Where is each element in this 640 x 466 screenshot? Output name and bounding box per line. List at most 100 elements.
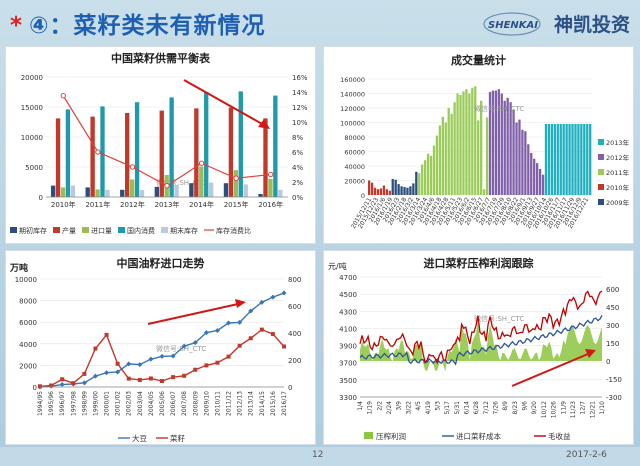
panel-crush-margin: 进口菜籽压榨利润跟踪 元/吨 3300 3500 3700 3900 4100 4300 45… <box>323 250 634 445</box>
x-tick-label: 2005/06 <box>159 391 166 416</box>
legend-swatch <box>10 227 17 233</box>
bar-进口量 <box>199 166 204 197</box>
x-tick-label: 2012年 <box>120 200 145 209</box>
chart-imports: 万吨02000400060008000100000200400600800微信号… <box>9 262 301 443</box>
y-tick-label: 6000 <box>19 319 37 327</box>
legend-swatch <box>82 227 89 233</box>
point-rapeseed <box>182 373 187 378</box>
watermark: 微信号:SH_CTC <box>156 178 206 187</box>
legend-label: 压榨利润 <box>376 431 406 441</box>
trend-arrow <box>147 303 239 325</box>
y2-tick-label: 600 <box>606 286 619 294</box>
bar-volume <box>485 117 489 195</box>
x-tick-label: 9/6 <box>522 401 529 411</box>
point-rapeseed <box>270 332 275 337</box>
legend-label: 2013年 <box>606 138 630 147</box>
bar-volume <box>541 174 545 195</box>
y2-tick-label: 200 <box>288 357 301 365</box>
bar-volume <box>550 123 554 195</box>
bar-期末库存 <box>105 189 110 197</box>
y-tick-label: 80000 <box>344 134 365 142</box>
x-tick-label: 7/26 <box>493 401 500 415</box>
bar-volume <box>438 125 442 195</box>
legend-label: 产量 <box>62 226 76 235</box>
legend-swatch <box>598 139 604 145</box>
bar-国内消费 <box>273 95 278 197</box>
x-tick-label: 2010/11 <box>214 391 221 416</box>
point-soybean <box>248 308 254 314</box>
point-rapeseed <box>237 343 242 348</box>
bar-volume <box>424 160 427 195</box>
line-ratio-point <box>129 164 136 170</box>
point-rapeseed <box>82 371 87 376</box>
bar-产量 <box>125 113 130 197</box>
x-tick-label: 2013/14 <box>248 391 255 416</box>
title-text: ④：菜籽类未有新情况 <box>29 13 266 39</box>
bar-进口量 <box>268 179 273 197</box>
area-profit <box>360 319 602 372</box>
bar-volume <box>388 190 391 195</box>
point-soybean <box>214 327 220 333</box>
point-rapeseed <box>171 375 176 380</box>
point-rapeseed <box>104 332 109 337</box>
bar-期末库存 <box>243 184 248 197</box>
x-tick-label: 12/7 <box>580 401 587 415</box>
line-cost <box>359 315 603 366</box>
x-tick-label: 2013年 <box>155 200 180 209</box>
y-tick-label: 3900 <box>339 343 357 351</box>
bar-期末库存 <box>139 190 145 197</box>
y-tick-label: 4300 <box>339 308 357 316</box>
legend-swatch <box>53 227 60 233</box>
bar-volume <box>421 164 424 195</box>
x-tick-label: 2016年 <box>258 200 283 209</box>
point-rapeseed <box>248 336 253 341</box>
chart2-title: 成交量统计 <box>451 54 506 67</box>
y-tick-label: 4500 <box>339 291 357 299</box>
x-tick-label: 2000/01 <box>104 391 111 416</box>
bar-volume <box>468 93 471 195</box>
bar-产量 <box>90 116 95 197</box>
bar-volume <box>518 119 521 195</box>
y-tick-label: 5000 <box>25 164 43 172</box>
bar-volume <box>571 123 574 195</box>
bar-期初库存 <box>154 186 159 197</box>
bar-期末库存 <box>70 185 76 197</box>
x-tick-label: 2011年 <box>85 200 110 209</box>
y2-tick-label: 2% <box>292 179 303 187</box>
x-tick-label: 9/20 <box>531 401 538 415</box>
x-tick-label: 2006/07 <box>170 391 177 416</box>
x-tick-label: 2007/08 <box>181 391 188 416</box>
point-soybean <box>92 373 98 379</box>
page-title: * ④：菜籽类未有新情况 <box>10 6 266 40</box>
bar-volume <box>497 89 500 195</box>
chart-crush-margin: 元/吨33003500370039004100430045004700-300-… <box>328 261 622 441</box>
bar-volume <box>462 91 465 195</box>
y-tick-label: 120000 <box>340 105 365 113</box>
y2-tick-label: 0 <box>606 358 610 366</box>
point-soybean <box>104 370 110 376</box>
bar-volume <box>382 185 386 195</box>
legend-label: 期末库存 <box>170 226 198 235</box>
x-tick-label: 2012/13 <box>237 391 244 416</box>
point-soybean <box>148 356 154 362</box>
bar-volume <box>488 92 492 195</box>
legend-label: 库存消费比 <box>216 226 251 235</box>
x-tick-label: 1999/00 <box>92 391 99 416</box>
bar-期初库存 <box>258 194 263 197</box>
y-tick-label: 4700 <box>339 274 357 282</box>
y-tick-label: 40000 <box>344 163 365 171</box>
chart4-title: 进口菜籽压榨利润跟踪 <box>423 257 534 270</box>
bar-volume <box>453 102 456 195</box>
x-tick-label: 5/31 <box>454 401 461 415</box>
x-tick-label: 12/21 <box>589 401 596 418</box>
point-rapeseed <box>148 376 153 381</box>
bar-volume <box>559 123 562 195</box>
bar-volume <box>474 86 477 195</box>
bar-volume <box>562 123 565 195</box>
bar-国内消费 <box>204 92 209 197</box>
bar-volume <box>435 135 439 195</box>
point-soybean <box>81 380 87 386</box>
x-tick-label: 4/5 <box>415 401 422 411</box>
y2-tick-label: 14% <box>292 89 308 97</box>
x-tick-label: 11/9 <box>560 401 567 415</box>
